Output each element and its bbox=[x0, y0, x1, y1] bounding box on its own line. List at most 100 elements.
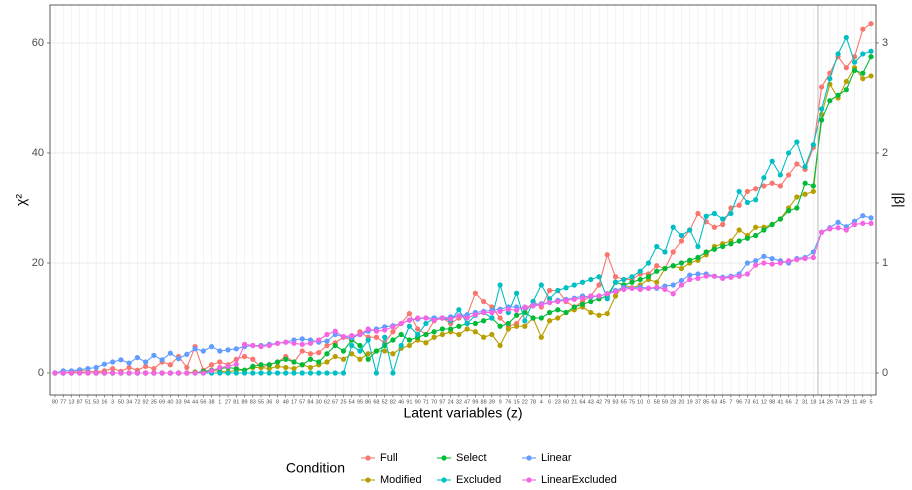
data-point bbox=[522, 309, 528, 316]
data-point bbox=[497, 315, 503, 321]
x-tick-label: 31 bbox=[802, 399, 808, 405]
data-point bbox=[448, 326, 454, 332]
data-point bbox=[233, 370, 239, 376]
data-point bbox=[579, 301, 586, 307]
data-point bbox=[316, 370, 322, 376]
x-tick-label: 53 bbox=[93, 399, 99, 405]
data-point bbox=[645, 285, 652, 291]
legend-key-point bbox=[365, 455, 371, 461]
data-point bbox=[324, 342, 330, 349]
data-point bbox=[546, 309, 553, 316]
data-point bbox=[827, 98, 833, 104]
x-tick-label: 27 bbox=[225, 399, 231, 405]
data-point bbox=[703, 273, 709, 279]
y2-tick-label: 3 bbox=[882, 37, 888, 49]
x-tick-label: 98 bbox=[769, 399, 775, 405]
data-point bbox=[868, 21, 874, 27]
x-tick-label: 25 bbox=[340, 399, 346, 405]
data-point bbox=[423, 320, 429, 327]
data-point bbox=[769, 180, 775, 186]
data-point bbox=[283, 356, 289, 362]
data-point bbox=[274, 359, 281, 365]
x-tick-label: 36 bbox=[266, 399, 272, 405]
x-tick-label: 81 bbox=[233, 399, 239, 405]
data-point bbox=[431, 329, 437, 335]
x-tick-label: 54 bbox=[349, 399, 355, 405]
data-point bbox=[851, 67, 858, 74]
data-point bbox=[546, 299, 553, 306]
data-point bbox=[604, 310, 610, 317]
legend-key-point bbox=[526, 455, 532, 461]
y2-axis-title: |β| bbox=[891, 192, 907, 207]
data-point bbox=[538, 282, 544, 288]
data-point bbox=[233, 361, 239, 367]
data-point bbox=[307, 340, 314, 346]
data-point bbox=[472, 329, 478, 335]
data-point bbox=[678, 260, 685, 266]
data-point bbox=[736, 238, 742, 244]
x-tick-label: 82 bbox=[390, 399, 396, 405]
data-point bbox=[233, 346, 239, 352]
data-point bbox=[357, 342, 363, 349]
legend: Full Modified Select Excluded Linear LinearEx… bbox=[361, 452, 617, 486]
data-point bbox=[670, 291, 676, 297]
data-point bbox=[555, 307, 561, 313]
data-point bbox=[753, 262, 759, 268]
data-point bbox=[596, 312, 602, 318]
data-point bbox=[654, 263, 660, 269]
data-point bbox=[654, 268, 660, 274]
data-point bbox=[629, 285, 635, 291]
data-point bbox=[579, 295, 586, 301]
data-point bbox=[802, 180, 808, 186]
data-point bbox=[481, 298, 487, 305]
data-point bbox=[695, 210, 701, 217]
data-point bbox=[217, 364, 223, 371]
x-tick-label: 64 bbox=[579, 399, 585, 405]
data-point bbox=[744, 188, 751, 195]
data-point bbox=[851, 221, 858, 228]
data-point bbox=[851, 59, 858, 65]
x-tick-label: 19 bbox=[687, 399, 693, 405]
data-point bbox=[769, 255, 775, 262]
data-point bbox=[340, 370, 347, 376]
data-point bbox=[711, 224, 718, 230]
data-point bbox=[860, 213, 866, 219]
data-point bbox=[744, 199, 751, 206]
data-point bbox=[744, 271, 751, 277]
data-point bbox=[522, 318, 528, 324]
data-point bbox=[720, 221, 726, 228]
data-point bbox=[786, 258, 792, 264]
data-point bbox=[225, 370, 231, 376]
data-point bbox=[555, 315, 561, 321]
data-point bbox=[406, 317, 413, 323]
x-tick-label: 38 bbox=[209, 399, 215, 405]
data-point bbox=[481, 318, 487, 324]
data-point bbox=[571, 304, 577, 310]
data-point bbox=[802, 164, 808, 170]
data-point bbox=[357, 348, 363, 354]
y2-tick-label: 2 bbox=[882, 147, 888, 159]
data-point bbox=[332, 328, 338, 334]
data-point bbox=[695, 271, 701, 277]
data-point bbox=[283, 364, 289, 371]
data-point bbox=[678, 277, 685, 284]
data-point bbox=[612, 293, 619, 299]
data-point bbox=[637, 286, 643, 292]
data-point bbox=[250, 363, 256, 369]
x-tick-label: 9 bbox=[499, 399, 502, 405]
data-point bbox=[241, 370, 248, 376]
x-tick-label: 33 bbox=[176, 399, 182, 405]
x-tick-label: 20 bbox=[678, 399, 684, 405]
legend-label: Excluded bbox=[456, 474, 501, 486]
data-point bbox=[818, 106, 825, 112]
data-point bbox=[175, 356, 182, 362]
data-point bbox=[143, 359, 149, 365]
x-tick-label: 5 bbox=[870, 399, 873, 405]
data-point bbox=[217, 348, 223, 354]
x-tick-label: 29 bbox=[843, 399, 849, 405]
x-tick-label: 17 bbox=[291, 399, 297, 405]
data-point bbox=[843, 78, 849, 85]
data-point bbox=[744, 260, 751, 266]
data-point bbox=[794, 161, 800, 167]
data-point bbox=[588, 276, 594, 283]
